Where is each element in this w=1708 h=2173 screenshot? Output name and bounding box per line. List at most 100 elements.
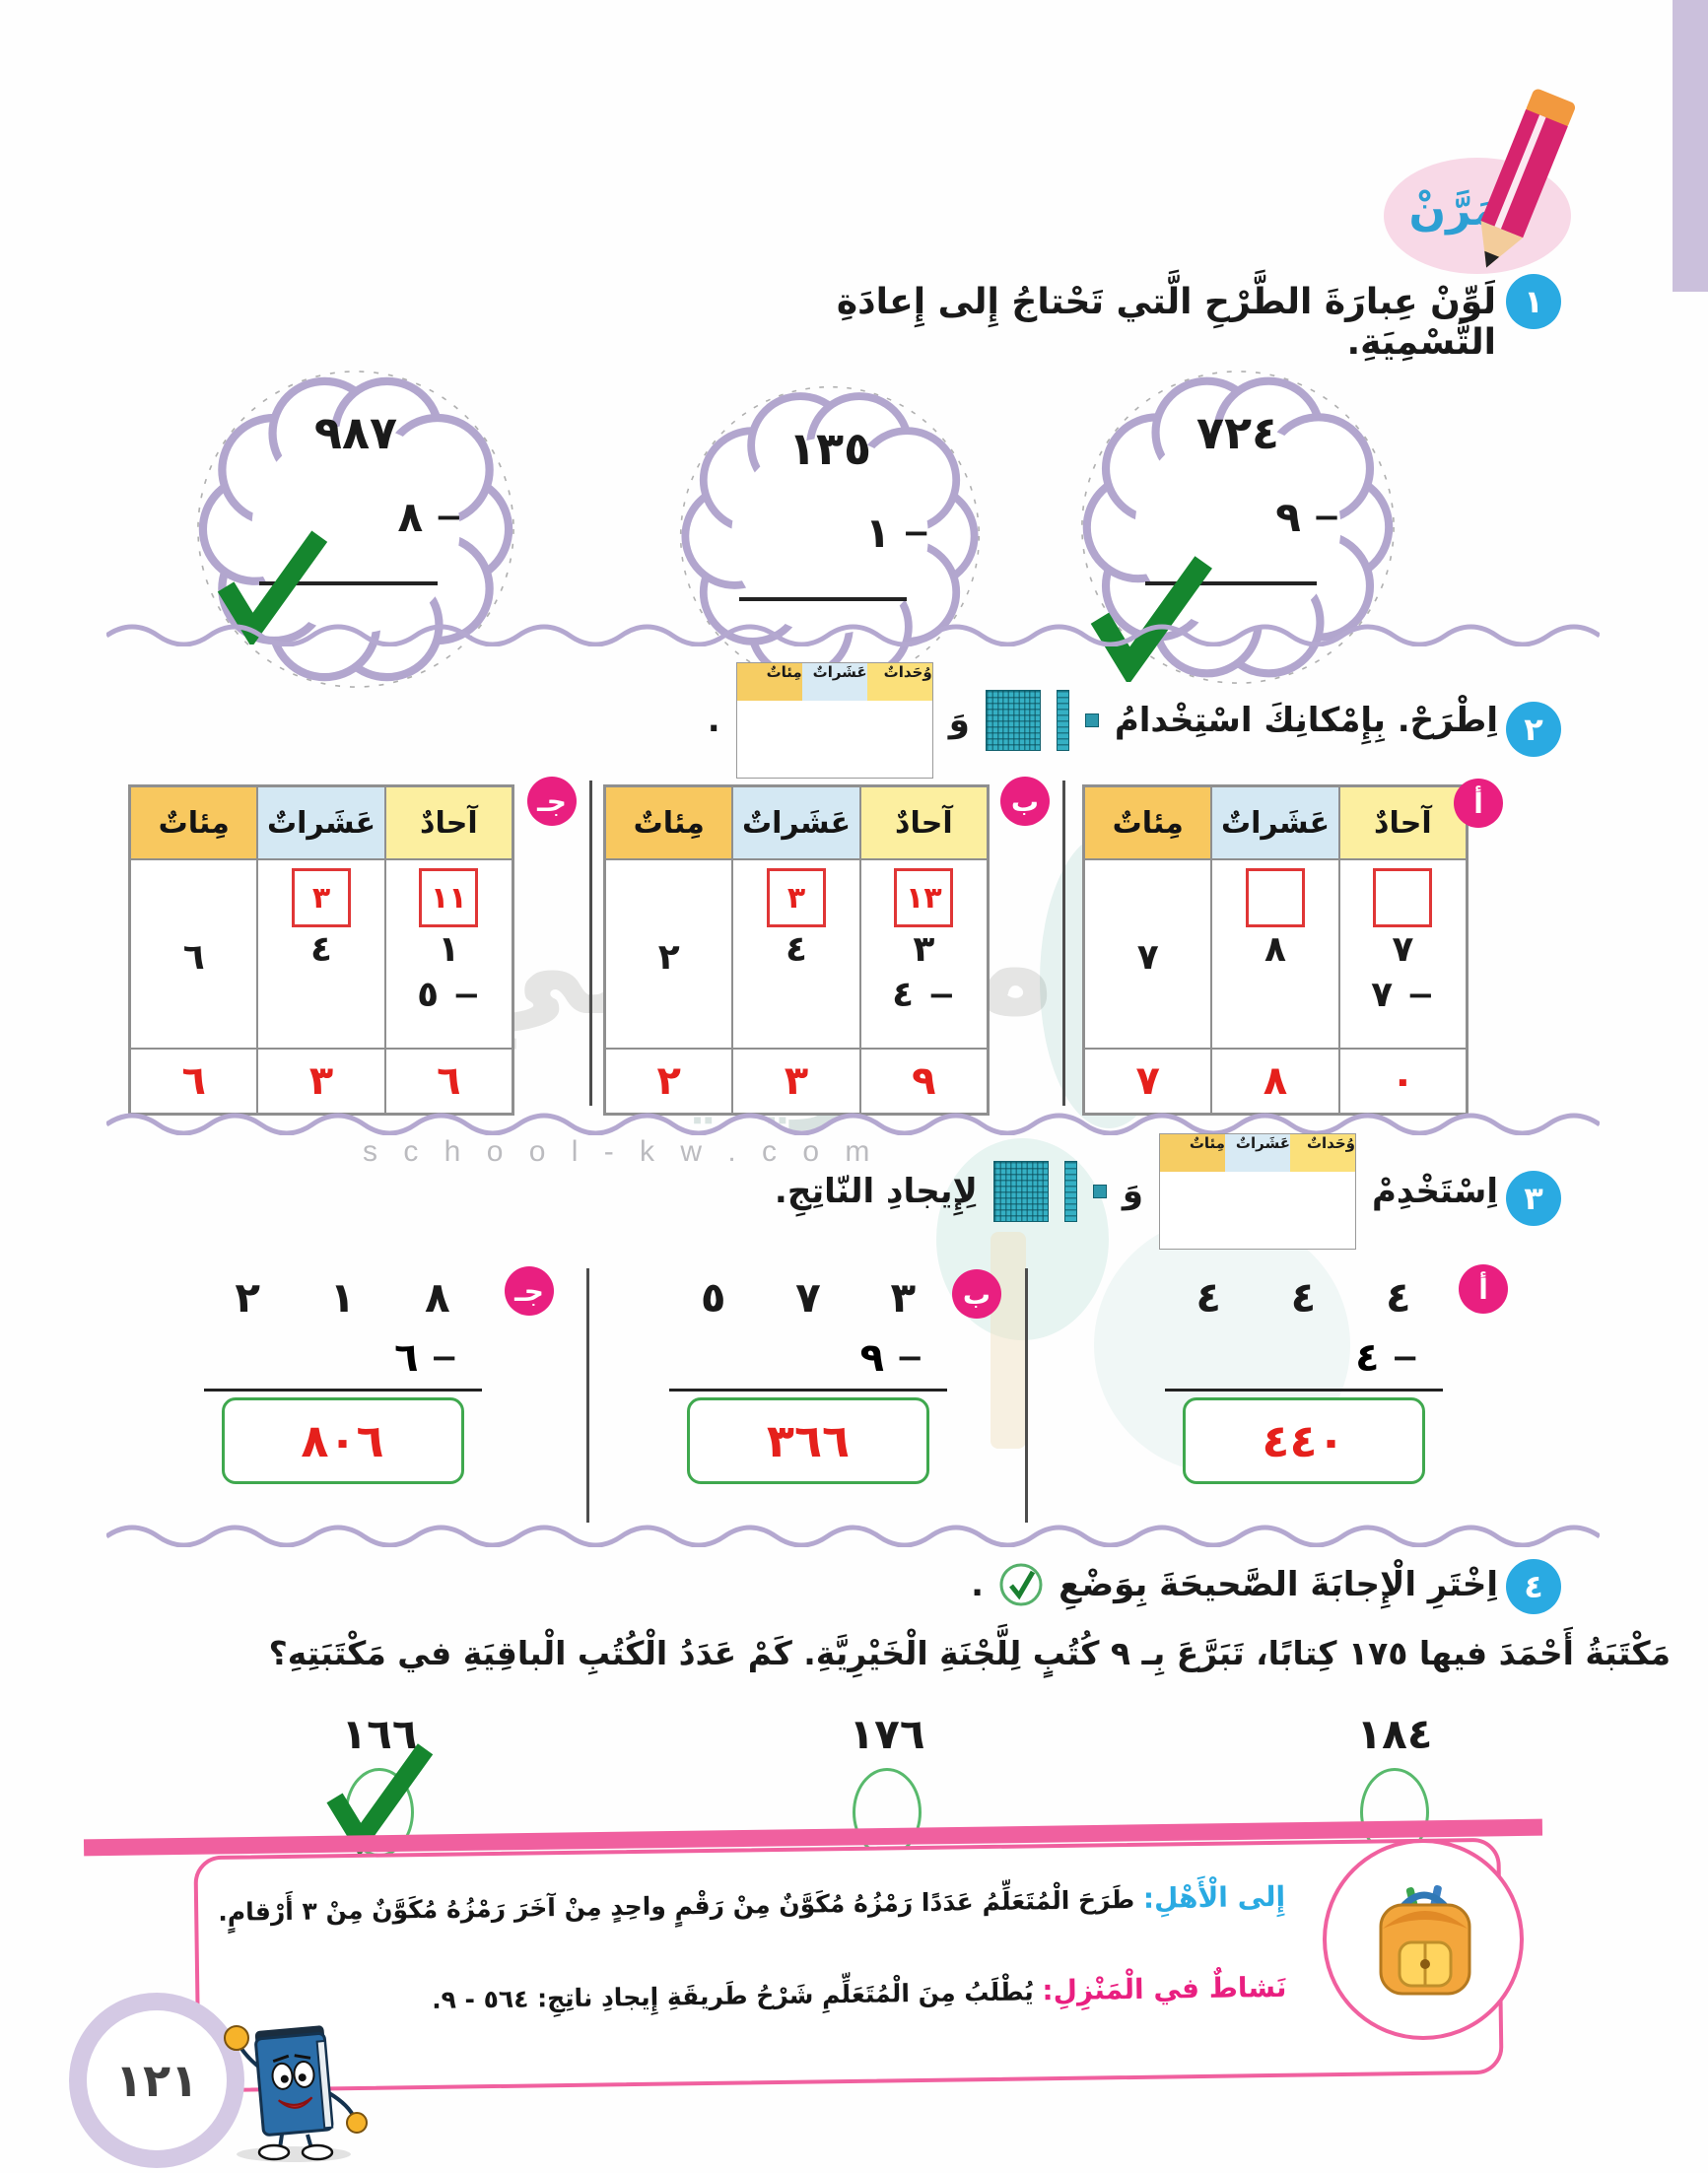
cloud-subtrahend: ٨ [397, 493, 424, 541]
tens-cell: ٣ ٤ [257, 859, 385, 1049]
question-1-number: ١ [1506, 274, 1561, 329]
minus-sign: − [430, 1338, 459, 1378]
regroup-box: ٣ [292, 868, 352, 927]
answer-line [1164, 1389, 1443, 1392]
tens-header: عَشَراتٌ [257, 786, 385, 859]
family-note-box: إِلى الْأَهْلِ: طَرَحَ الْمُتَعَلِّمُ عَ… [193, 1837, 1504, 2093]
ones-subtrahend: ٥ [417, 975, 440, 1015]
ten-rod-icon [1063, 1161, 1077, 1222]
question-2-number: ٢ [1506, 702, 1561, 757]
minuend-digits: ٣ ٧ ٥ [700, 1273, 917, 1322]
tens-result: ٨ [1211, 1049, 1339, 1114]
hundreds-result: ٦ [130, 1049, 258, 1114]
wavy-divider [106, 1524, 1600, 1547]
ten-rod-icon [1056, 690, 1069, 751]
question-3-number: ٣ [1506, 1171, 1561, 1226]
minus-sign: − [902, 512, 931, 553]
question-2-prompt-row: اِطْرَحْ. بِإِمْكانِكَ اسْتِخْدامُ وَ وُ… [503, 662, 1498, 779]
hundreds-result: ٧ [1084, 1049, 1212, 1114]
cloud-minuend: ٧٢٤ [1196, 406, 1280, 459]
ones-result: ٦ [384, 1049, 512, 1114]
cloud-subtrahend: ١ [864, 509, 891, 557]
part-a-badge: أ [1459, 1264, 1508, 1314]
answer-box: ٤٤٠ [1182, 1397, 1425, 1484]
subtrahend: ٩ [859, 1335, 884, 1381]
minuend-digits: ٤ ٤ ٤ [1196, 1273, 1411, 1322]
ones-cell: ١١ ١ ٥− [384, 859, 512, 1049]
page-number: ١٢١ [114, 2054, 199, 2107]
ones-cell: ٧ ٧− [1338, 859, 1467, 1049]
ones-minuend: ١ [438, 929, 460, 970]
empty-cell [737, 701, 802, 778]
answer-value: ٣٦٦ [766, 1414, 851, 1467]
empty-cell [1225, 1172, 1290, 1249]
tens-minuend: ٨ [1264, 929, 1286, 970]
answer-line [739, 597, 908, 601]
question-4-prompt: اِخْتَرِ الْإِجابَةَ الصَّحيحَةَ بِوَضْع… [1059, 1565, 1498, 1604]
units-header: وُحَداتٌ [1289, 1134, 1355, 1172]
part-b-badge: ب [1000, 777, 1050, 826]
minuend-digits: ٨ ١ ٢ [235, 1273, 450, 1322]
part-b-badge: ب [952, 1269, 1001, 1319]
place-value-table-c: آحادٌ عَشَراتٌ مِئاتٌ ١١ ١ ٥− ٣ ٤ ٦ ٦ ٣ … [128, 784, 514, 1116]
backpack-illustration-circle [1323, 1839, 1524, 2040]
ones-subtrahend: ٤ [892, 975, 915, 1015]
tens-header: عَشَراتٌ [1224, 1134, 1290, 1172]
hundred-flat-icon [992, 1161, 1049, 1222]
check-in-circle-icon [999, 1563, 1043, 1606]
wavy-divider [106, 623, 1600, 646]
to-family-label: إِلى الْأَهْلِ: [1142, 1879, 1286, 1915]
tens-cell: ٨ [1211, 859, 1339, 1049]
unit-cube-icon [1092, 1185, 1107, 1198]
question-3-prompt-start: اِسْتَخْدِمْ [1371, 1172, 1498, 1211]
hundreds-minuend: ٢ [657, 937, 680, 978]
hundreds-header: مِئاتٌ [605, 786, 733, 859]
empty-cell [1290, 1172, 1355, 1249]
question-4-problem: مَكْتَبَةُ أَحْمَدَ فيها ١٧٥ كِتابًا، تَ… [268, 1634, 1671, 1672]
question-2-prompt: اِطْرَحْ. بِإِمْكانِكَ اسْتِخْدامُ [1114, 701, 1498, 740]
mini-place-value-table: وُحَداتٌ عَشَراتٌ مِئاتٌ [735, 662, 933, 779]
answer-line [259, 581, 439, 585]
ones-subtrahend: ٧ [1371, 975, 1394, 1015]
tens-minuend: ٤ [786, 929, 807, 970]
unit-cube-icon [1084, 713, 1099, 727]
mini-place-value-table: وُحَداتٌ عَشَراتٌ مِئاتٌ [1158, 1133, 1356, 1250]
cloud-minuend: ١٣٥ [787, 422, 872, 475]
answer-box: ٨٠٦ [221, 1397, 464, 1484]
regroup-box [1373, 868, 1433, 927]
minus-sign: − [1391, 1338, 1420, 1378]
vertical-subtraction-a: ٤ ٤ ٤ ٤− ٤٤٠ [1099, 1273, 1508, 1484]
and-word: وَ [1122, 1172, 1143, 1211]
page-corner-strip [1673, 0, 1708, 292]
answer-line [1145, 581, 1318, 585]
minus-sign: − [1406, 976, 1435, 1015]
part-c-badge: جـ [505, 1266, 554, 1316]
backpack-icon [1379, 1884, 1471, 1996]
subtrahend: ٤ [1355, 1335, 1380, 1381]
ones-result: ٩ [859, 1049, 988, 1114]
question-3-prompt-row: اِسْتَخْدِمْ وُحَداتٌ عَشَراتٌ مِئاتٌ وَ… [552, 1133, 1498, 1250]
subtraction-cloud: ٩٨٧ ٨− [177, 367, 534, 692]
option-value: ١٧٦ [849, 1710, 925, 1758]
column-divider [1025, 1268, 1028, 1523]
answer-option: ١٦٦ [315, 1710, 444, 1857]
answer-line [669, 1389, 947, 1392]
book-mascot [224, 2025, 368, 2162]
column-divider [589, 781, 592, 1106]
hundred-flat-icon [985, 690, 1041, 751]
hundreds-minuend: ٦ [182, 937, 205, 978]
question-4-number: ٤ [1506, 1559, 1561, 1614]
answer-line [203, 1389, 482, 1392]
ones-header: آحادٌ [859, 786, 988, 859]
vertical-subtraction-b: ٣ ٧ ٥ ٩− ٣٦٦ [591, 1273, 1025, 1484]
cloud-subtrahend: ٩ [1275, 493, 1301, 541]
part-c-badge: جـ [527, 777, 577, 826]
vertical-subtraction-c: ٨ ١ ٢ ٦− ٨٠٦ [99, 1273, 586, 1484]
hundreds-header: مِئاتٌ [1159, 1134, 1225, 1172]
answer-box: ٣٦٦ [687, 1397, 929, 1484]
empty-cell [802, 701, 867, 778]
hundreds-result: ٢ [605, 1049, 733, 1114]
minus-sign: − [1312, 497, 1341, 537]
hundreds-header: مِئاتٌ [736, 663, 802, 701]
